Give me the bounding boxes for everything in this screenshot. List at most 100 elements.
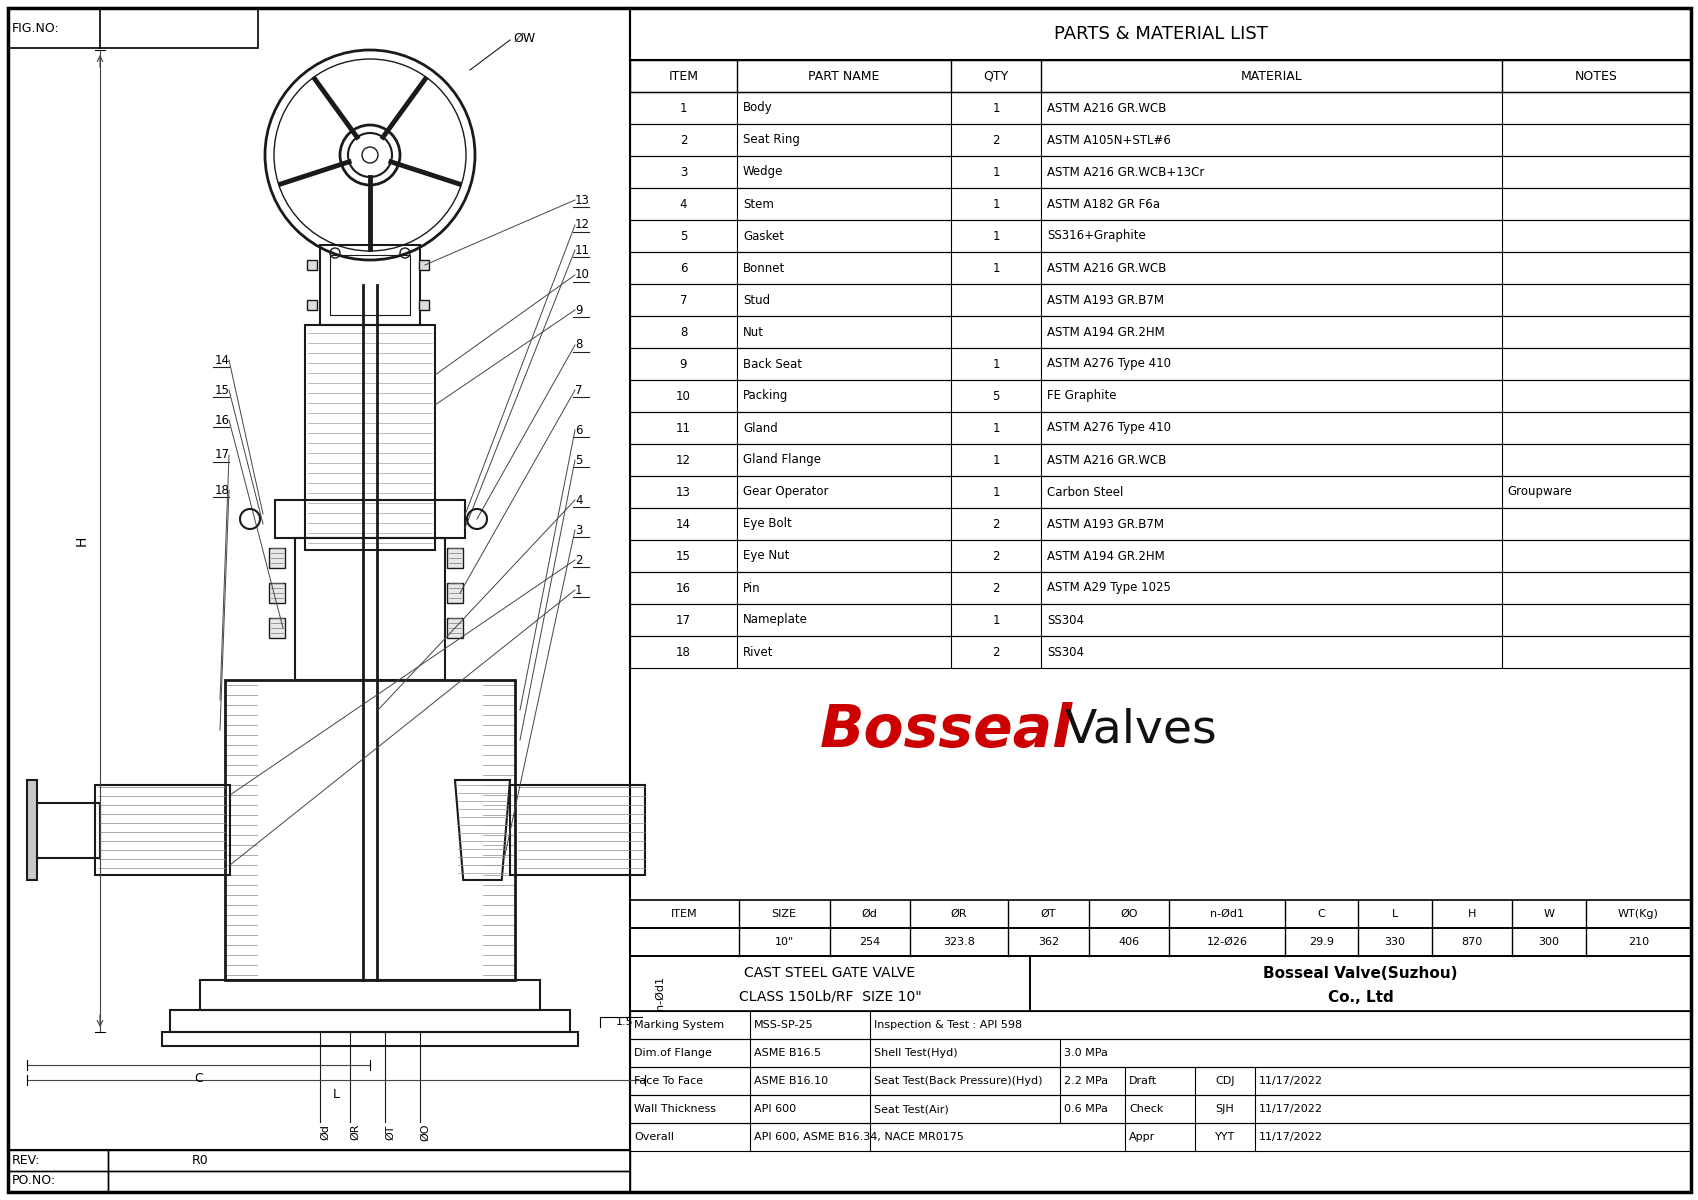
Bar (268, 618, 285, 638)
Text: 6: 6 (574, 424, 582, 437)
Text: 2: 2 (992, 550, 998, 563)
Text: SIZE: SIZE (771, 910, 796, 919)
Text: Gear Operator: Gear Operator (742, 486, 829, 498)
Text: SS304: SS304 (1046, 646, 1083, 659)
Bar (630, 540, 1690, 572)
Text: Back Seat: Back Seat (742, 358, 801, 371)
Text: SS304: SS304 (1046, 613, 1083, 626)
Text: ITEM: ITEM (667, 70, 698, 83)
Text: SS316+Graphite: SS316+Graphite (1046, 229, 1146, 242)
Text: H: H (75, 536, 88, 546)
Text: 210: 210 (1627, 937, 1649, 947)
Bar (630, 604, 1690, 636)
Text: Bosseal Valve(Suzhou): Bosseal Valve(Suzhou) (1263, 966, 1457, 982)
Bar (630, 1067, 1690, 1094)
Text: 12: 12 (574, 218, 589, 232)
Text: 0.6 MPa: 0.6 MPa (1063, 1104, 1107, 1114)
Text: 1: 1 (992, 262, 998, 275)
Text: 3: 3 (574, 523, 582, 536)
Bar (630, 900, 1690, 928)
Text: ASME B16.10: ASME B16.10 (754, 1076, 827, 1086)
Text: 2.2 MPa: 2.2 MPa (1063, 1076, 1107, 1086)
Text: 1: 1 (679, 102, 686, 114)
Bar (295, 538, 445, 680)
Text: 1: 1 (992, 486, 998, 498)
Text: 1: 1 (992, 166, 998, 179)
Bar (630, 508, 1690, 540)
Text: NOTES: NOTES (1574, 70, 1616, 83)
Bar (306, 325, 435, 550)
Text: ØO: ØO (419, 1123, 430, 1141)
Text: 10: 10 (676, 390, 691, 402)
Text: 13: 13 (574, 193, 589, 206)
Bar (630, 1094, 1690, 1123)
Text: 1: 1 (992, 454, 998, 467)
Text: Stem: Stem (742, 198, 773, 210)
Text: 300: 300 (1538, 937, 1559, 947)
Text: 14: 14 (216, 354, 229, 366)
Text: 254: 254 (859, 937, 880, 947)
Bar (630, 188, 1690, 220)
Text: ASTM A194 GR.2HM: ASTM A194 GR.2HM (1046, 325, 1165, 338)
Text: Co., Ltd: Co., Ltd (1326, 990, 1392, 1006)
Bar (630, 252, 1690, 284)
Bar (27, 780, 37, 880)
Text: 18: 18 (216, 484, 229, 497)
Text: Ød: Ød (319, 1124, 329, 1140)
Text: FIG.NO:: FIG.NO: (12, 22, 59, 35)
Bar (275, 500, 465, 538)
Text: Face To Face: Face To Face (633, 1076, 703, 1086)
Bar (307, 300, 318, 310)
Text: 11/17/2022: 11/17/2022 (1258, 1076, 1323, 1086)
Text: ASME B16.5: ASME B16.5 (754, 1048, 820, 1058)
Text: ØR: ØR (350, 1123, 360, 1140)
Text: SJH: SJH (1214, 1104, 1234, 1114)
Text: 3.0 MPa: 3.0 MPa (1063, 1048, 1107, 1058)
Bar (630, 476, 1690, 508)
Text: PART NAME: PART NAME (808, 70, 880, 83)
Text: Nut: Nut (742, 325, 764, 338)
Bar (630, 92, 1690, 124)
Text: 2: 2 (574, 553, 582, 566)
Text: ASTM A216 GR.WCB: ASTM A216 GR.WCB (1046, 262, 1167, 275)
Text: Body: Body (742, 102, 773, 114)
Bar (630, 1039, 1690, 1067)
Text: ASTM A216 GR.WCB: ASTM A216 GR.WCB (1046, 102, 1167, 114)
Text: 1: 1 (574, 583, 582, 596)
Text: 15: 15 (676, 550, 691, 563)
Text: YYT: YYT (1214, 1132, 1234, 1142)
Text: ITEM: ITEM (671, 910, 698, 919)
Text: n-Ød1: n-Ød1 (1209, 910, 1243, 919)
Text: ASTM A105N+STL#6: ASTM A105N+STL#6 (1046, 133, 1170, 146)
Text: 6: 6 (679, 262, 686, 275)
Text: MATERIAL: MATERIAL (1240, 70, 1302, 83)
Text: 2: 2 (679, 133, 686, 146)
Bar (161, 1032, 577, 1046)
Text: ØT: ØT (1041, 910, 1056, 919)
Bar (8, 1171, 109, 1192)
Bar (630, 316, 1690, 348)
Text: 1.5: 1.5 (616, 1018, 633, 1027)
Text: PO.NO:: PO.NO: (12, 1175, 56, 1188)
Text: Dim.of Flange: Dim.of Flange (633, 1048, 711, 1058)
Text: Overall: Overall (633, 1132, 674, 1142)
Text: R0: R0 (192, 1154, 209, 1168)
Text: Groupware: Groupware (1506, 486, 1572, 498)
Text: 12-Ø26: 12-Ø26 (1206, 937, 1246, 947)
Text: ØW: ØW (513, 31, 535, 44)
Text: Eye Bolt: Eye Bolt (742, 517, 791, 530)
Bar (419, 300, 430, 310)
Bar (95, 785, 229, 875)
Bar (630, 956, 1029, 1010)
Bar (447, 548, 464, 568)
Text: 12: 12 (676, 454, 691, 467)
Text: 29.9: 29.9 (1307, 937, 1333, 947)
Bar (8, 8, 258, 48)
Text: 2: 2 (992, 646, 998, 659)
Text: Packing: Packing (742, 390, 788, 402)
Text: WT(Kg): WT(Kg) (1616, 910, 1657, 919)
Text: ASTM A216 GR.WCB: ASTM A216 GR.WCB (1046, 454, 1167, 467)
Text: Check: Check (1129, 1104, 1163, 1114)
Text: ASTM A182 GR F6a: ASTM A182 GR F6a (1046, 198, 1160, 210)
Bar (630, 636, 1690, 668)
